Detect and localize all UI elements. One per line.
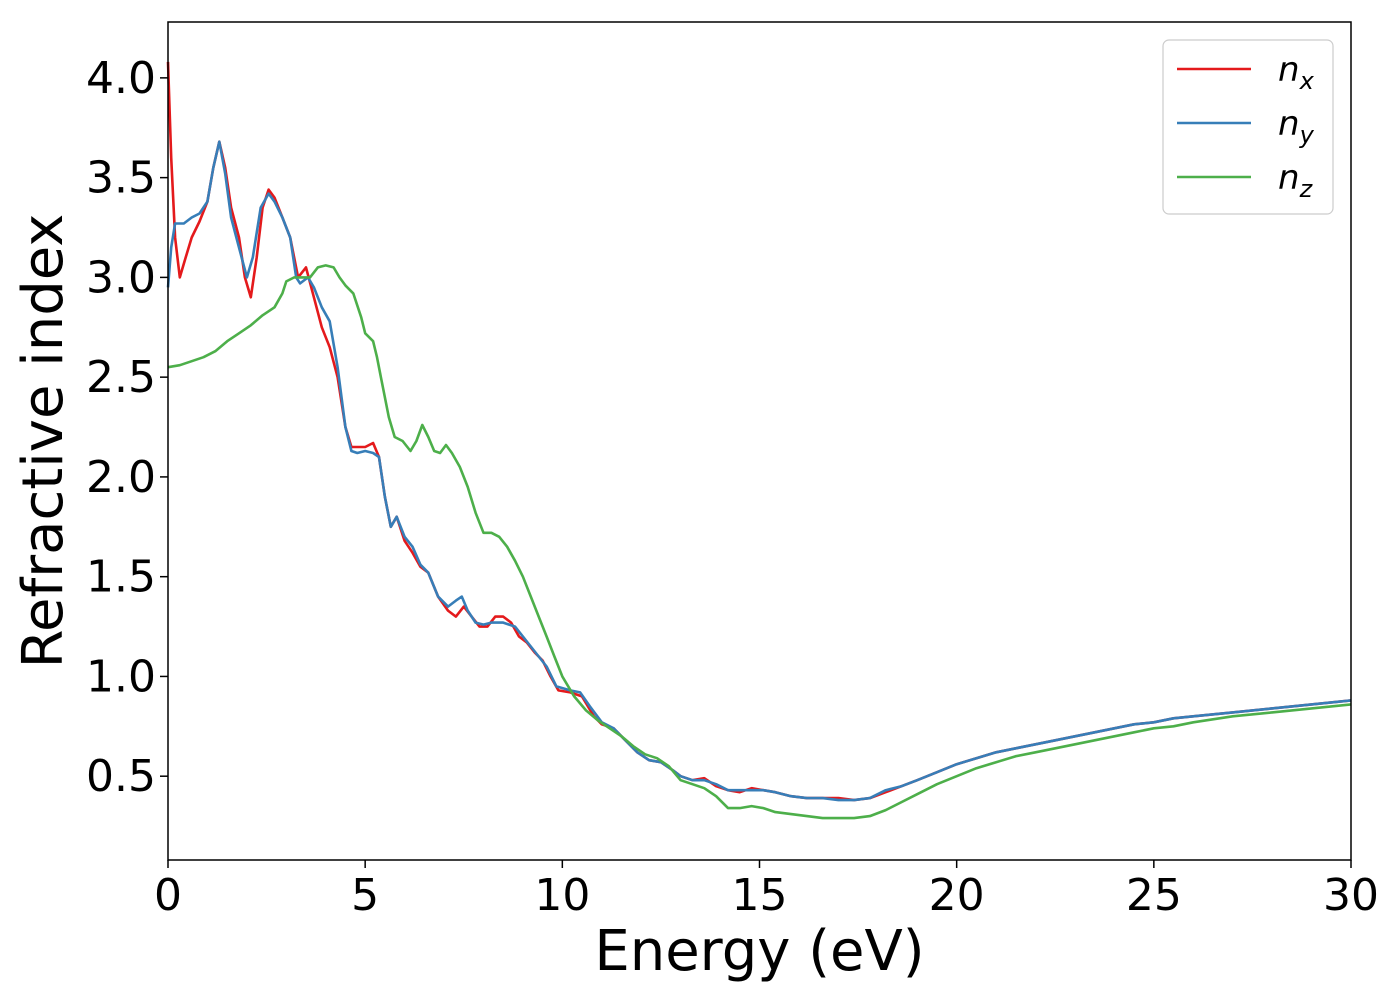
series-line-n_z [167,264,1352,820]
y-tick-label: 2.0 [86,452,156,503]
x-tick-label: 25 [1126,870,1182,921]
legend-label-subscript: y [1299,121,1315,149]
x-axis-ticks: 0 5 10 15 20 25 30 [154,860,1379,921]
y-axis-ticks: 0.5 1.0 1.5 2.0 2.5 3.0 3.5 4.0 [86,53,168,802]
y-tick-label: 2.5 [86,352,156,403]
legend-label-n_z: nz [1278,158,1314,203]
legend-label-n_x: nx [1278,50,1315,95]
y-tick-label: 0.5 [86,751,156,802]
x-tick-label: 5 [351,870,379,921]
x-axis-label: Energy (eV) [594,919,924,984]
series-line-n_y [166,140,1352,802]
y-tick-label: 3.5 [86,153,156,204]
y-tick-label: 1.0 [86,651,156,702]
x-tick-label: 0 [154,870,182,921]
legend-label-base: n [1278,158,1300,198]
x-tick-label: 20 [929,870,985,921]
legend-label-subscript: x [1299,67,1315,95]
x-tick-label: 15 [732,870,788,921]
x-tick-label: 30 [1323,870,1379,921]
series-layer [166,61,1352,820]
y-tick-label: 1.5 [86,552,156,603]
y-tick-label: 4.0 [86,53,156,104]
legend-label-base: n [1278,104,1300,144]
y-axis-label: Refractive index [11,214,76,669]
y-tick-label: 3.0 [86,252,156,303]
legend-box [1162,39,1334,215]
x-tick-label: 10 [534,870,590,921]
legend-label-subscript: z [1299,175,1314,203]
legend-label-n_y: ny [1278,104,1315,149]
legend-label-base: n [1278,50,1300,90]
